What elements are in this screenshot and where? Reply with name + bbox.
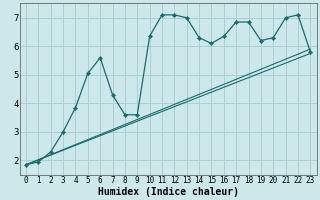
X-axis label: Humidex (Indice chaleur): Humidex (Indice chaleur) (98, 186, 239, 197)
